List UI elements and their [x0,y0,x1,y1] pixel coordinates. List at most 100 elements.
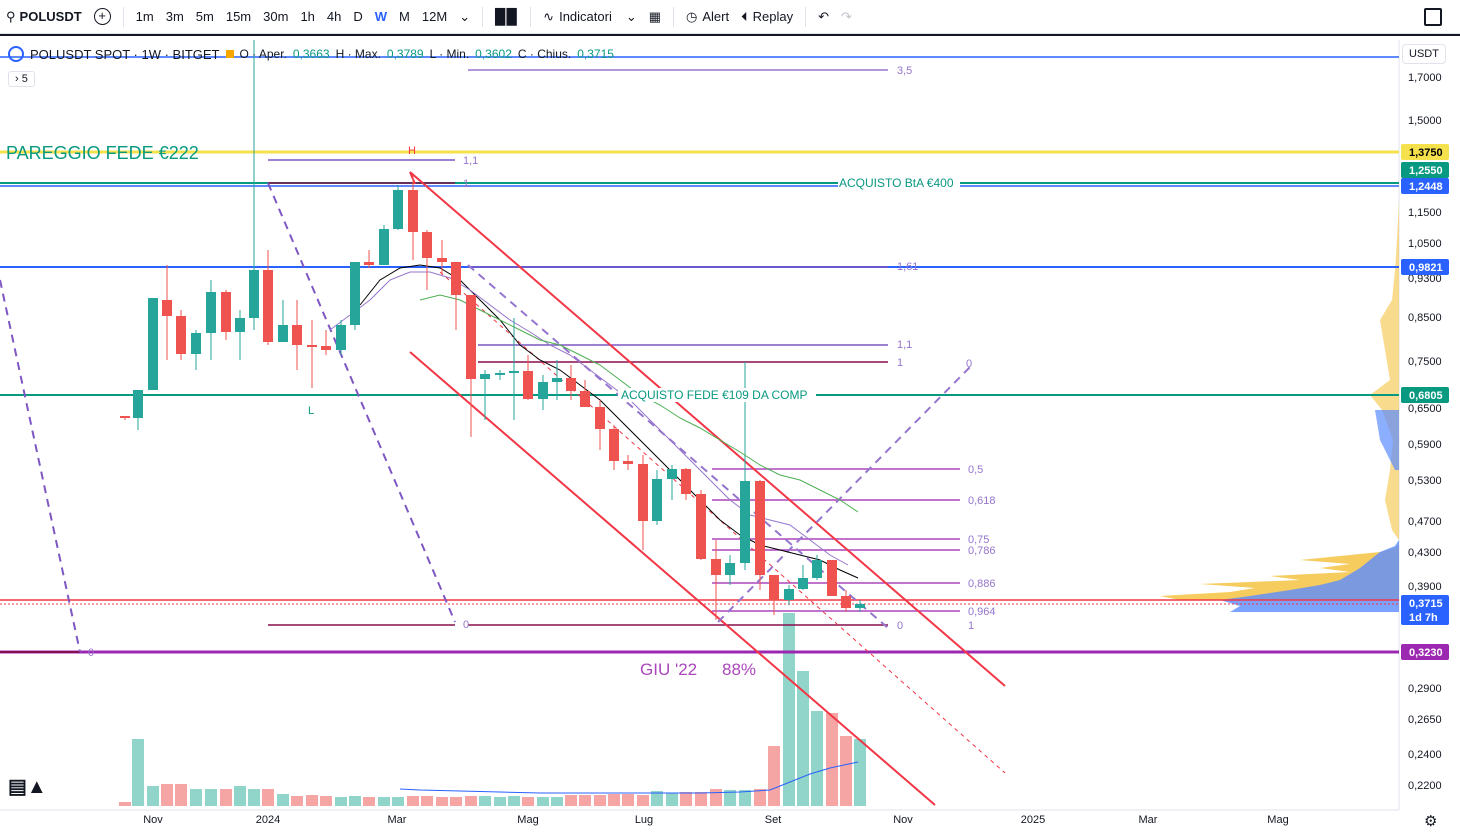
annotation-giu: GIU '22 [640,660,697,679]
volume-bar [363,797,375,806]
annotation-pareggio: PAREGGIO FEDE €222 [6,143,199,163]
time-tick-label: Set [765,814,782,826]
candle-body [176,316,186,354]
volume-bar [622,794,634,806]
fib-label-13: 1 [968,620,974,632]
candle-body [466,295,476,379]
volume-bar [277,794,289,806]
fib-label-16: 0 [88,647,94,659]
candle-body [350,262,360,325]
indicator-count-badge[interactable]: › 5 [8,71,35,87]
candle-body [509,371,519,373]
price-tick-label: 0,5300 [1408,475,1442,487]
pivot-high-label: H [408,145,416,157]
fib-label-11: 0,886 [968,578,996,590]
settings-gear-icon[interactable]: ⚙ [1424,812,1437,830]
time-tick-label: Mag [1267,814,1288,826]
currency-select[interactable]: USDT [1402,44,1446,64]
candle-body [480,374,490,379]
candle-body [696,494,706,559]
volume-bar [421,796,433,806]
volume-bar [392,797,404,806]
price-tick-label: 0,4300 [1408,547,1442,559]
fib-label-12: 0,964 [968,606,996,618]
candle-body [623,461,633,464]
fib-label-0: 3,5 [897,65,912,77]
candle-body [191,333,201,354]
volume-bar [190,789,202,806]
dashed-fall [468,265,888,628]
candle-body [827,560,837,596]
volume-bar [783,613,795,806]
volume-bar [508,796,520,806]
fib-label-14: 0 [463,619,469,631]
volume-bar [551,797,563,806]
fib-label-10: 0,786 [968,545,996,557]
volume-bar [161,784,173,806]
price-tick-label: 0,2200 [1408,780,1442,792]
volume-bar [262,789,274,806]
dashed-left [0,280,80,652]
fib-label-15: 0 [897,620,903,632]
time-tick-label: 2024 [256,814,280,826]
candle-body [336,325,346,350]
high-label: H · Max. [336,47,381,61]
candle-body [552,378,562,382]
candle-body [235,318,245,332]
symbol-logo-icon [8,46,24,62]
volume-bar [234,786,246,806]
close-label: C · Chius. [518,47,571,61]
volume-bar [522,797,534,806]
volume-bar [220,789,232,806]
candle-body [393,190,403,229]
volume-bar [768,746,780,806]
time-tick-label: 2025 [1021,814,1045,826]
price-badge-label: 0,3715 [1409,598,1443,610]
candle-body [769,575,779,600]
price-tick-label: 0,4700 [1408,516,1442,528]
volume-bar [291,796,303,806]
fib-label-2: 1 [463,178,469,190]
price-tick-label: 0,8500 [1408,312,1442,324]
fib-label-1: 1,1 [463,155,478,167]
volume-bar [248,789,260,806]
volume-profile-upper [1370,200,1399,540]
volume-bar [450,797,462,806]
candle-body [855,604,865,608]
legend-title: POLUSDT SPOT · 1W · BITGET [30,47,220,62]
candle-body [740,481,750,563]
volume-bar [637,795,649,806]
channel-mid-dashed [440,272,1005,773]
volume-bar [436,797,448,806]
volume-bar [205,789,217,806]
price-tick-label: 0,6500 [1408,403,1442,415]
volume-bar [666,793,678,806]
fib-label-4: 1,1 [897,339,912,351]
candle-body [263,270,273,342]
candle-body [422,232,432,258]
fib-label-7: 0,5 [968,464,983,476]
time-tick-label: Nov [143,814,163,826]
candle-body [638,464,648,521]
volume-bar [306,795,318,806]
candle-body [148,298,158,390]
candle-body [249,270,259,318]
candle-body [292,325,302,345]
price-tick-label: 0,7500 [1408,356,1442,368]
price-badge-label: 0,9821 [1409,262,1443,274]
fib-label-3: 1,61 [897,261,918,273]
volume-bar [465,796,477,806]
candle-body [652,479,662,521]
pivot-low-label: L [308,405,314,417]
candle-body [206,292,216,333]
candle-body [221,292,231,332]
candle-body [379,229,389,265]
volume-bar [811,711,823,806]
volume-bar [494,797,506,806]
candle-body [681,469,691,494]
status-dot-icon [226,50,234,58]
ma-purple [330,272,848,565]
volume-bar [407,796,419,806]
candle-body [755,481,765,575]
